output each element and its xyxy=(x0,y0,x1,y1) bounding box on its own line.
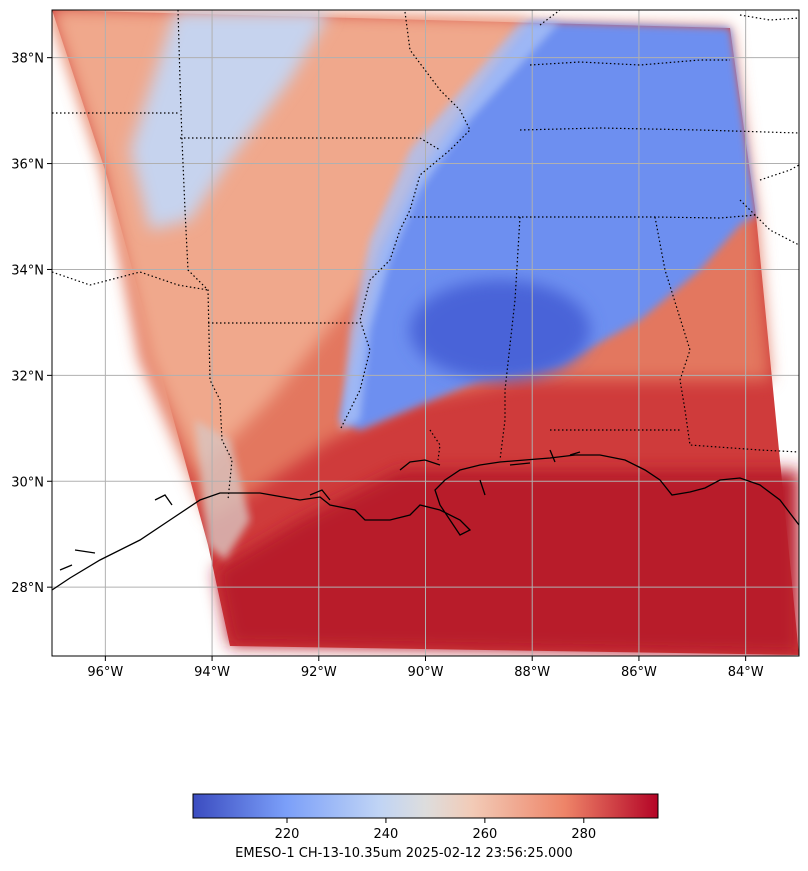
figure-caption: EMESO-1 CH-13-10.35um 2025-02-12 23:56:2… xyxy=(235,846,573,861)
lat-tick-label: 34°N xyxy=(11,263,44,278)
lon-tick-label: 90°W xyxy=(408,665,444,680)
lon-tick-label: 94°W xyxy=(194,665,230,680)
colorbar-ticks: 220 240 260 280 xyxy=(275,818,596,842)
satellite-image xyxy=(52,10,799,655)
lat-tick-label: 30°N xyxy=(11,475,44,490)
lat-tick-label: 38°N xyxy=(11,52,44,67)
lon-tick-label: 96°W xyxy=(87,665,123,680)
colorbar-tick-label: 280 xyxy=(571,827,596,842)
latitude-ticks: 28°N 30°N 32°N 34°N 36°N 38°N xyxy=(11,52,52,596)
colorbar xyxy=(192,793,659,819)
lon-tick-label: 86°W xyxy=(621,665,657,680)
lon-tick-label: 84°W xyxy=(728,665,764,680)
lon-tick-label: 88°W xyxy=(514,665,550,680)
colorbar-tick-label: 240 xyxy=(374,827,399,842)
lon-tick-label: 92°W xyxy=(301,665,337,680)
west-stripe xyxy=(195,420,250,560)
colorbar-tick-label: 220 xyxy=(275,827,300,842)
lat-tick-label: 32°N xyxy=(11,369,44,384)
map-outlines xyxy=(52,10,799,591)
cold-core xyxy=(410,280,590,380)
colorbar-tick-label: 260 xyxy=(472,827,497,842)
coastline xyxy=(52,449,799,591)
gridlines xyxy=(52,10,799,656)
state-borders xyxy=(52,10,799,501)
lat-tick-label: 36°N xyxy=(11,158,44,173)
longitude-ticks: 96°W 94°W 92°W 90°W 88°W 86°W 84°W xyxy=(87,656,764,680)
lat-tick-label: 28°N xyxy=(11,581,44,596)
shield-edge xyxy=(340,22,560,430)
